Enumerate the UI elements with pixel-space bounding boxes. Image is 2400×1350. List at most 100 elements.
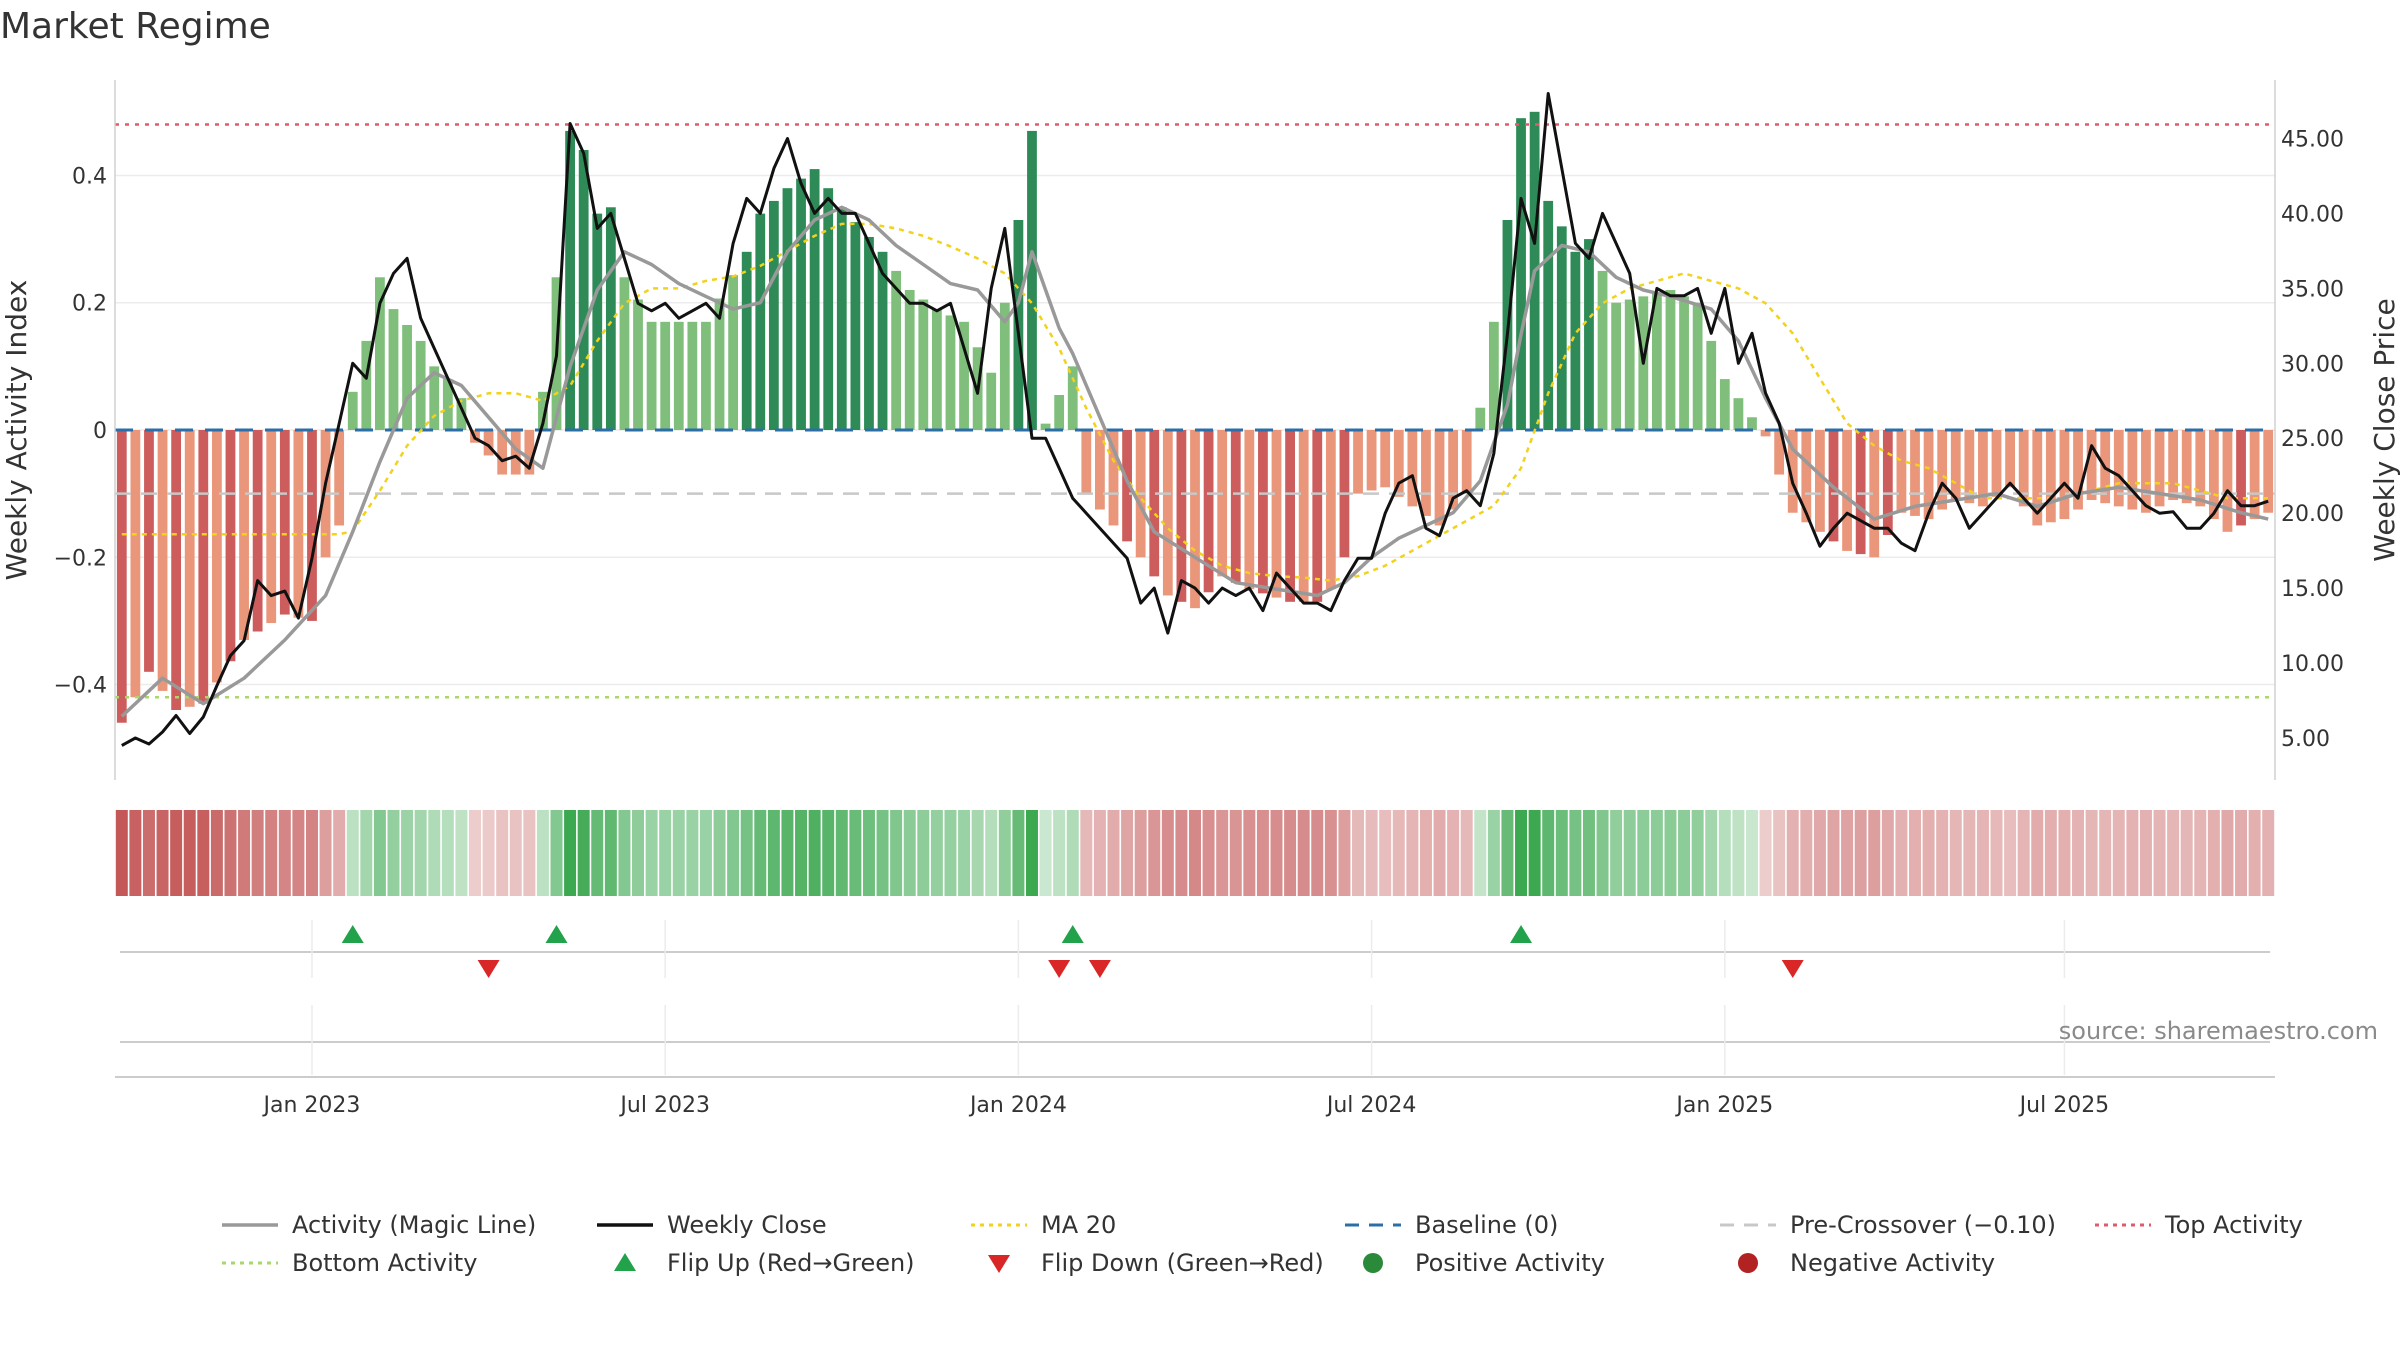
activity-bar (2168, 430, 2179, 500)
activity-bar (1353, 430, 1363, 494)
activity-bar (1937, 430, 1948, 510)
regime-cell (360, 810, 373, 896)
regime-cell (1732, 810, 1745, 896)
legend-label: Weekly Close (667, 1211, 827, 1239)
activity-bar (1258, 430, 1268, 594)
activity-bar (1570, 251, 1581, 430)
x-tick-label: Jul 2025 (2018, 1093, 2110, 1118)
activity-bar (619, 277, 630, 430)
regime-cell (2072, 810, 2085, 896)
regime-cell (1650, 810, 1663, 896)
activity-bar (388, 309, 399, 430)
activity-bar (1665, 290, 1676, 430)
regime-cell (387, 810, 400, 896)
regime-cell (2031, 810, 2044, 896)
regime-cell (1976, 810, 1989, 896)
activity-bar (1733, 398, 1744, 430)
activity-bar (1244, 430, 1255, 590)
flip-down-marker (1048, 960, 1071, 978)
regime-cell (2099, 810, 2112, 896)
activity-bar (1067, 366, 1078, 430)
activity-bar (646, 321, 657, 430)
regime-cell (2126, 810, 2139, 896)
regime-cell (1813, 810, 1826, 896)
activity-bar (1081, 430, 1092, 494)
right-tick-label: 10.00 (2281, 652, 2344, 677)
activity-bar (714, 298, 725, 430)
regime-cell (1392, 810, 1405, 896)
activity-bar (768, 200, 779, 430)
regime-cell (1922, 810, 1935, 896)
regime-cell (2194, 810, 2207, 896)
regime-cell (1528, 810, 1541, 896)
activity-bar (1923, 430, 1934, 520)
regime-cell (1379, 810, 1392, 896)
regime-cell (197, 810, 210, 896)
activity-bar (334, 430, 345, 526)
activity-bar (1787, 430, 1798, 513)
legend-item: Positive Activity (1363, 1249, 1605, 1277)
activity-bar (1149, 430, 1160, 577)
regime-cell (727, 810, 740, 896)
regime-cell (170, 810, 183, 896)
activity-bar (1584, 239, 1594, 430)
activity-bar (225, 430, 236, 662)
regime-cell (686, 810, 699, 896)
regime-cell (1759, 810, 1772, 896)
activity-bar (2127, 430, 2138, 510)
activity-bar (171, 430, 182, 710)
regime-cell (564, 810, 577, 896)
activity-bar (1692, 302, 1703, 430)
activity-bar (2154, 430, 2165, 507)
regime-cell (1202, 810, 1215, 896)
right-tick-label: 30.00 (2281, 352, 2344, 377)
chart-title: Market Regime (0, 6, 271, 47)
regime-cell (849, 810, 862, 896)
regime-cell (1854, 810, 1867, 896)
activity-bar (836, 207, 847, 430)
flip-up-marker (1061, 925, 1084, 943)
legend-label: Bottom Activity (292, 1249, 477, 1277)
regime-cell (1678, 810, 1691, 896)
activity-bar (483, 430, 494, 456)
activity-bar (1421, 430, 1431, 516)
activity-bar (2005, 430, 2015, 488)
activity-bar (116, 430, 127, 723)
activity-bar (1719, 379, 1730, 430)
activity-bar (2181, 430, 2192, 504)
regime-cell (632, 810, 645, 896)
regime-cell (1134, 810, 1147, 896)
legend-item: Flip Up (Red→Green) (614, 1249, 915, 1277)
activity-bar (1556, 226, 1567, 430)
magic-line (120, 205, 2269, 718)
activity-bar (918, 299, 929, 430)
activity-bar (1434, 430, 1445, 526)
activity-bar (1393, 430, 1404, 497)
activity-bar (673, 321, 684, 430)
regime-cell (1270, 810, 1283, 896)
activity-bar (592, 213, 603, 430)
right-tick-label: 45.00 (2281, 127, 2344, 152)
regime-cell (1841, 810, 1854, 896)
regime-cell (1433, 810, 1446, 896)
regime-cell (428, 810, 441, 896)
activity-bar (687, 321, 698, 430)
activity-bar (1217, 430, 1228, 577)
regime-cell (1637, 810, 1650, 896)
activity-bar (1285, 430, 1295, 602)
regime-cell (1338, 810, 1351, 896)
activity-bar (565, 130, 575, 430)
regime-cell (455, 810, 468, 896)
regime-cell (1121, 810, 1134, 896)
right-y-ticks: 5.00 10.00 15.00 20.00 25.00 30.00 35.00 40.00 4… (2281, 127, 2344, 752)
regime-cell (1895, 810, 1908, 896)
axes-frame (114, 80, 2276, 780)
activity-bar (1991, 430, 2002, 497)
source-credit: source: sharemaestro.com (2059, 1017, 2378, 1045)
regime-cell (2235, 810, 2248, 896)
flip-down-marker (477, 960, 500, 978)
flip-up-marker (341, 925, 364, 943)
legend-item: Negative Activity (1738, 1249, 1995, 1277)
regime-cell (1175, 810, 1188, 896)
activity-bar (1448, 430, 1459, 510)
